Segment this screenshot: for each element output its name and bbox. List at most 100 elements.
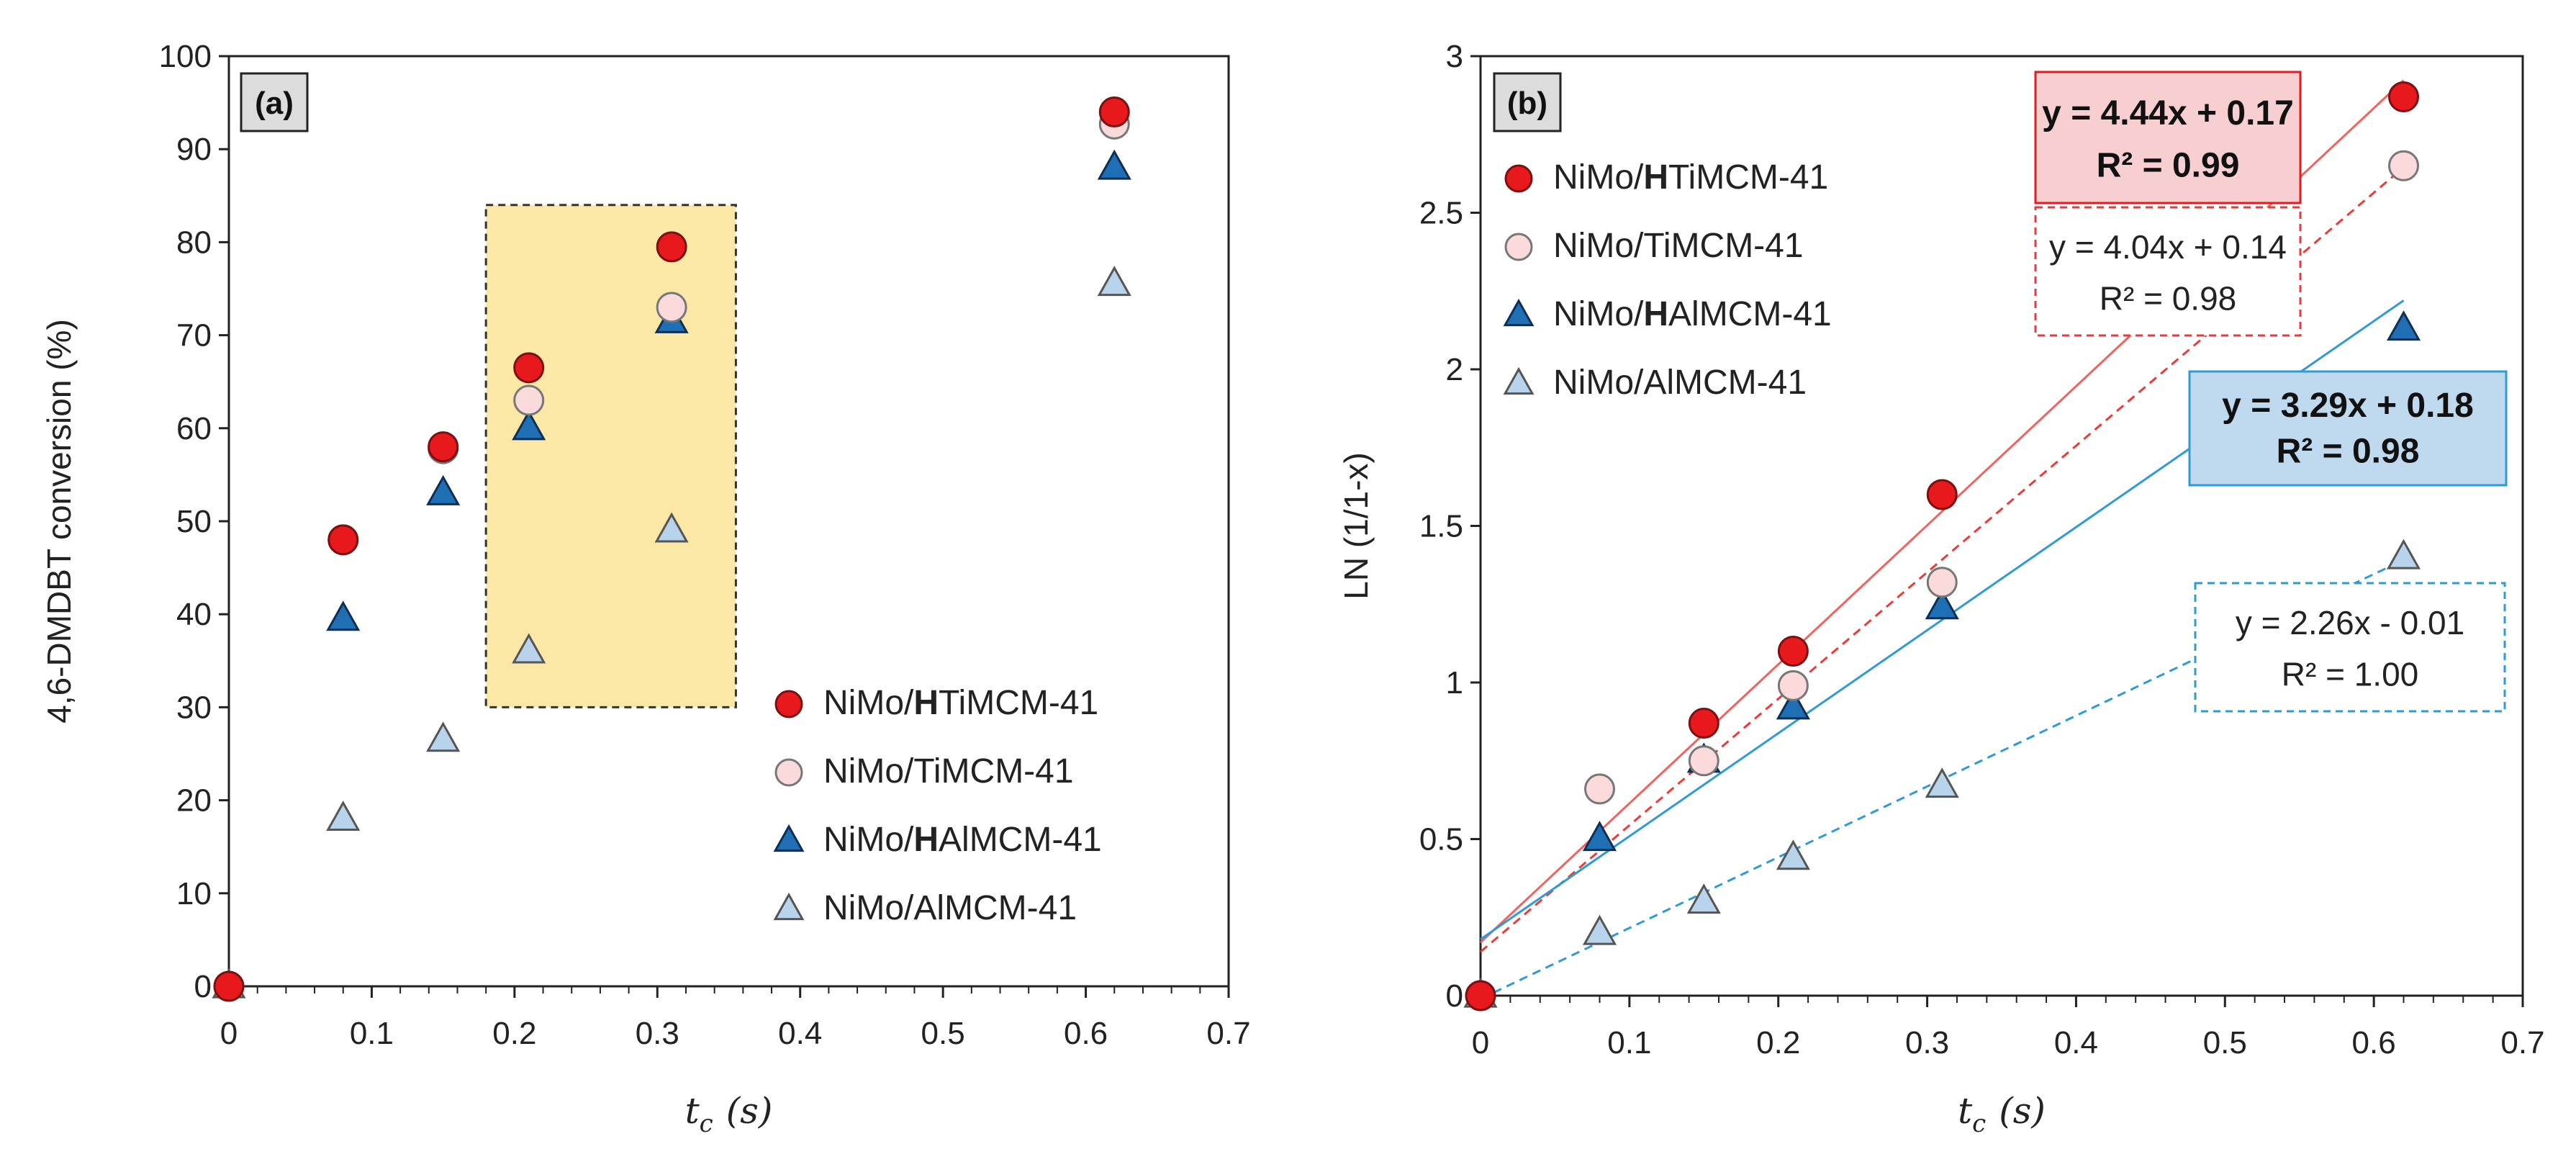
- legend-marker-nimo-halmcm-41: [1503, 298, 1535, 327]
- legend-marker-nimo-almcm-41: [1503, 366, 1535, 395]
- fit-equation: y = 2.26x - 0.01: [2236, 604, 2464, 641]
- x-tick-label: 0.3: [1905, 1025, 1949, 1060]
- legend: NiMo/HTiMCM-41NiMo/TiMCM-41NiMo/HAlMCM-4…: [773, 684, 1102, 927]
- data-point: [654, 512, 689, 543]
- legend-text: NiMo/TiMCM-41: [823, 752, 1074, 790]
- legend-label-nimo-htimcm-41: NiMo/HTiMCM-41: [823, 684, 1098, 722]
- chart-panel-a: 0 10 20 30 40 50 60 70 80 90 100 0 0.1 0.2 0.3 0.4 0.5 0.…: [40, 39, 1251, 1138]
- y-tick-label: 10: [176, 876, 212, 911]
- x-axis-sub: c: [700, 1109, 713, 1138]
- series-nimo-htimcm-41: [1465, 81, 2420, 1011]
- y-tick-label: 1.5: [1419, 509, 1463, 544]
- data-point: [656, 231, 687, 263]
- data-point: [2388, 150, 2420, 181]
- data-point: [513, 384, 545, 416]
- equation-box-nimo-halmcm-41: [2188, 370, 2508, 487]
- x-tick-label: 0.4: [778, 1016, 822, 1051]
- data-point: [1582, 821, 1617, 852]
- y-axis-title: LN (1/1-x): [1337, 452, 1375, 599]
- legend-marker-nimo-htimcm-41: [1504, 164, 1533, 193]
- legend-marker-nimo-timcm-41: [1504, 233, 1533, 261]
- plot-frame: [1479, 55, 2524, 997]
- data-point: [1686, 883, 1721, 914]
- y-tick-label: 2.5: [1419, 196, 1463, 231]
- panel-label: (b): [1507, 86, 1547, 121]
- x-tick-label: 0.4: [2054, 1025, 2098, 1060]
- legend-marker-nimo-almcm-41: [773, 892, 805, 921]
- x-tick-label: 0.2: [492, 1016, 536, 1051]
- data-point: [1688, 745, 1719, 777]
- data-point: [2386, 539, 2421, 569]
- data-point: [1926, 479, 1958, 510]
- data-point: [1097, 149, 1131, 180]
- x-axis-var: t: [685, 1090, 700, 1132]
- equation-box-nimo-timcm-41: [2034, 206, 2302, 337]
- y-tick-label: 70: [176, 318, 212, 353]
- data-point: [428, 431, 459, 463]
- equation-box-nimo-htimcm-41: [2034, 71, 2302, 204]
- legend-text: NiMo/AlMCM-41: [823, 889, 1077, 927]
- fit-r-squared: R² = 1.00: [2282, 655, 2419, 693]
- data-point: [1925, 767, 1959, 798]
- legend-marker-nimo-halmcm-41: [773, 824, 805, 852]
- legend-label-nimo-almcm-41: NiMo/AlMCM-41: [1553, 364, 1807, 402]
- legend-label-nimo-halmcm-41: NiMo/HAlMCM-41: [823, 821, 1102, 859]
- fit-equation: y = 4.44x + 0.17: [2042, 94, 2294, 132]
- y-tick-label: 0: [1446, 978, 1463, 1014]
- legend-text: AlMCM-41: [1668, 295, 1832, 333]
- fit-r-squared: R² = 0.99: [2097, 147, 2240, 185]
- legend-label-nimo-almcm-41: NiMo/AlMCM-41: [823, 889, 1077, 927]
- data-point: [512, 410, 546, 441]
- legend-text: TiMCM-41: [939, 684, 1098, 722]
- y-tick-label: 90: [176, 132, 212, 167]
- panel-label: (a): [255, 86, 294, 121]
- legend-text: NiMo/: [823, 821, 914, 859]
- data-point: [1777, 636, 1809, 667]
- data-point: [327, 524, 359, 556]
- legend-text-bold: H: [913, 684, 939, 722]
- y-tick-label: 100: [159, 39, 212, 74]
- data-point: [512, 633, 546, 664]
- data-point: [513, 352, 545, 384]
- y-tick-label: 60: [176, 411, 212, 446]
- x-tick-label: 0.5: [921, 1016, 965, 1051]
- x-tick-label: 0: [1472, 1025, 1489, 1060]
- chart-panel-b: 0 0.5 1 1.5 2 2.5 3 0 0.1 0.2 0.3 0.4 0.5 0.6 0.7 LN (1…: [1337, 39, 2545, 1138]
- x-tick-label: 0.6: [2352, 1025, 2396, 1060]
- legend-label-nimo-halmcm-41: NiMo/HAlMCM-41: [1553, 295, 1832, 333]
- data-point: [1583, 773, 1615, 805]
- legend-marker-nimo-timcm-41: [774, 758, 803, 787]
- equation-box-nimo-almcm-41: [2194, 582, 2506, 713]
- legend-label-nimo-htimcm-41: NiMo/HTiMCM-41: [1553, 158, 1828, 197]
- y-axis-title: 4,6-DMDBT conversion (%): [40, 319, 78, 724]
- legend-text: TiMCM-41: [1668, 158, 1828, 197]
- y-tick-label: 20: [176, 783, 212, 819]
- data-point: [656, 292, 687, 323]
- data-point: [326, 600, 361, 631]
- x-tick-label: 0: [220, 1016, 238, 1051]
- x-tick-label: 0.1: [350, 1016, 394, 1051]
- data-point: [1097, 266, 1131, 297]
- data-point: [426, 474, 461, 505]
- y-tick-label: 50: [176, 504, 212, 539]
- legend-text: NiMo/: [823, 684, 914, 722]
- x-tick-label: 0.2: [1756, 1025, 1800, 1060]
- data-point: [1465, 980, 1496, 1011]
- x-axis-var: t: [1958, 1090, 1973, 1132]
- data-point: [213, 970, 245, 1002]
- highlight-box: [484, 204, 737, 708]
- x-axis-sub: c: [1972, 1109, 1986, 1138]
- legend-text: NiMo/: [1553, 158, 1644, 197]
- data-point: [326, 801, 361, 832]
- data-point: [2386, 310, 2421, 341]
- y-tick-label: 3: [1446, 39, 1463, 74]
- y-tick-label: 1: [1446, 665, 1463, 700]
- y-tick-label: 0: [194, 969, 212, 1004]
- x-axis-unit: (s): [726, 1090, 773, 1132]
- x-tick-label: 0.5: [2203, 1025, 2247, 1060]
- legend-text: NiMo/: [1553, 295, 1644, 333]
- x-axis-title: tc (s): [685, 1090, 773, 1138]
- legend-label-nimo-timcm-41: NiMo/TiMCM-41: [823, 752, 1074, 790]
- legend-text: AlMCM-41: [939, 821, 1102, 859]
